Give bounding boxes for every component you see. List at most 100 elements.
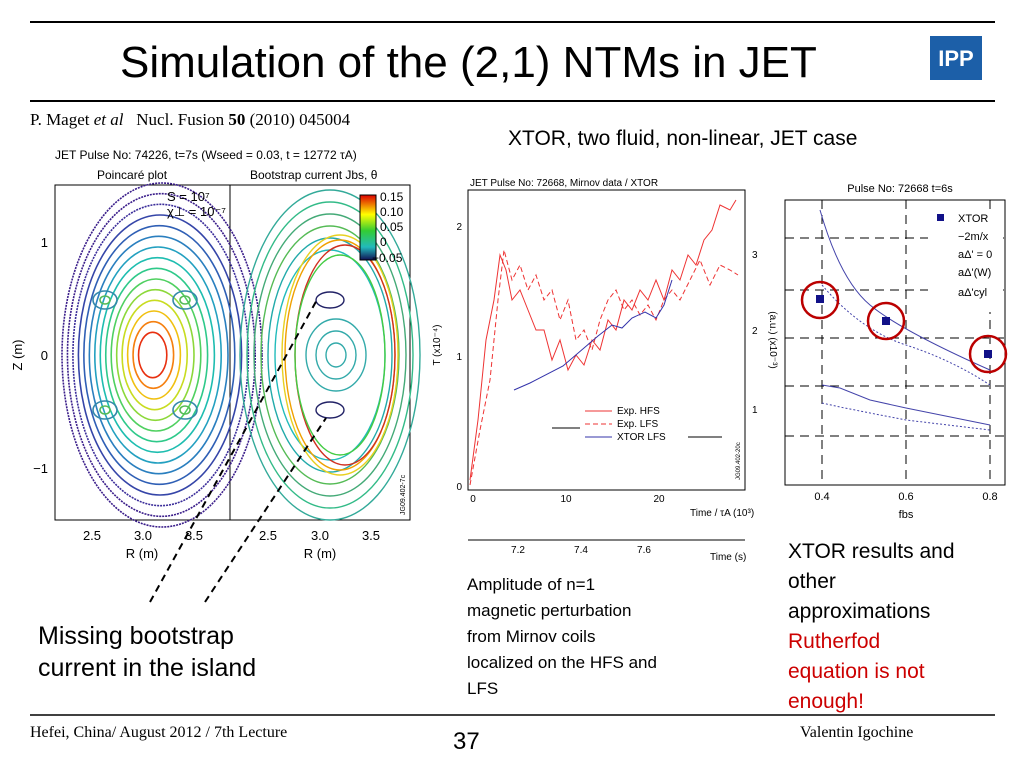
x-tick: 0	[470, 494, 476, 505]
caption-line: equation is not	[788, 660, 925, 683]
heading: XTOR, two fluid, non-linear, JET case	[508, 127, 858, 150]
bootstrap-contours	[239, 189, 421, 521]
poincare-contours	[61, 182, 263, 528]
curve	[821, 384, 991, 426]
contour	[239, 189, 421, 521]
caption-line: Rutherfod	[788, 630, 881, 653]
lfs-curve	[469, 249, 739, 486]
plot-frame	[784, 199, 1006, 486]
y-label: Z (m)	[10, 339, 25, 370]
contour	[260, 225, 400, 485]
x-tick: 2.5	[83, 528, 101, 543]
contour	[94, 246, 223, 464]
curve	[821, 284, 991, 386]
figure-header: JET Pulse No: 72668, Mirnov data / XTOR	[470, 178, 658, 189]
contour	[253, 213, 407, 497]
contour	[325, 342, 347, 368]
x-tick: 0.4	[814, 491, 829, 503]
contour	[92, 400, 118, 420]
journal-ref: (2010) 045004	[249, 110, 351, 129]
logo-text: IPP	[938, 46, 973, 71]
highlight	[968, 334, 1008, 374]
annotation: χ⊥ = 10⁻⁷	[167, 204, 226, 219]
panel-title: Poincaré plot	[97, 168, 168, 182]
x-tick: 2.5	[259, 528, 277, 543]
curve	[821, 402, 991, 431]
contour	[267, 237, 393, 473]
contour	[110, 278, 202, 432]
xtor-point	[984, 350, 992, 358]
x2-tick: 7.6	[637, 545, 651, 556]
highlight	[800, 280, 840, 320]
caption-line: LFS	[467, 679, 499, 698]
contour	[132, 320, 175, 390]
legend-box	[928, 212, 1003, 312]
contour	[99, 256, 216, 454]
citation: P. Maget et al Nucl. Fusion 50 (2010) 04…	[30, 110, 350, 130]
x2-tick: 7.4	[574, 545, 588, 556]
y-tick: 1	[456, 352, 462, 363]
legend-entry: Exp. HFS	[617, 406, 660, 417]
contour	[315, 401, 345, 419]
pointer	[204, 417, 327, 603]
legend-entry: XTOR	[958, 213, 988, 225]
contour	[315, 330, 357, 380]
legend-entry: aΔ'cyl	[958, 287, 987, 299]
y2-tick: 2	[752, 326, 758, 337]
caption-island: Missing bootstrap current in the island	[38, 620, 256, 684]
x-tick: 3.5	[362, 528, 380, 543]
contour	[246, 201, 414, 509]
contour	[305, 318, 367, 392]
middle-figure: JET Pulse No: 72668, Mirnov data / XTOR …	[432, 178, 758, 563]
caption-line: other	[788, 570, 836, 593]
caption-line: approximations	[788, 600, 931, 623]
caption-line: current in the island	[38, 654, 257, 682]
y-tick: 0	[456, 482, 462, 493]
x-tick: 3.5	[185, 528, 203, 543]
caption-line: Amplitude of n=1	[467, 575, 596, 594]
contour	[294, 254, 386, 456]
y-tick: 1	[41, 235, 48, 250]
contour	[99, 295, 111, 305]
y-tick: 0	[41, 348, 48, 363]
contour	[77, 214, 243, 496]
contour	[104, 267, 209, 443]
xtor-point	[816, 295, 824, 303]
xtor-point	[882, 317, 890, 325]
x2-tick: 7.2	[511, 545, 525, 556]
panel-title: Bootstrap current Jbs, θ	[250, 168, 378, 182]
contour	[83, 224, 236, 486]
left-figure: 0.15 0.10 0.05 0 −0.05 S = 10⁷ χ⊥ = 10⁻⁷…	[10, 182, 421, 603]
panel-frame	[229, 184, 411, 521]
figure-header: JET Pulse No: 74226, t=7s (Wseed = 0.03,…	[55, 148, 357, 162]
contour	[92, 290, 118, 310]
caption-line: enough!	[788, 690, 864, 713]
contour	[99, 405, 111, 415]
contour	[179, 405, 191, 415]
x-tick: 20	[653, 494, 665, 505]
x-tick: 0.8	[982, 491, 997, 503]
caption-mirnov: Amplitude of n=1 magnetic perturbation f…	[467, 572, 657, 702]
page-number: 37	[453, 728, 480, 755]
footer-left: Hefei, China/ August 2012 / 7th Lecture	[30, 724, 288, 741]
contour	[281, 234, 399, 476]
hfs-curve	[469, 199, 737, 481]
highlight	[866, 301, 906, 341]
y-label: T (x10⁻⁴)	[432, 324, 443, 365]
footer-right: Valentin Igochine	[800, 724, 914, 741]
caption-line: XTOR results and	[788, 540, 955, 563]
figure-header: Pulse No: 72668 t=6s	[847, 183, 953, 195]
x-tick: 10	[560, 494, 572, 505]
caption-xtor: XTOR results and other approximations Ru…	[788, 537, 955, 717]
caption-line: from Mirnov coils	[467, 627, 596, 646]
x-label: R (m)	[126, 546, 159, 561]
plot-frame	[467, 189, 746, 491]
contour	[179, 295, 191, 305]
slide-title: Simulation of the (2,1) NTMs in JET	[120, 38, 817, 87]
contour	[66, 192, 256, 518]
colorbar-label: −0.05	[372, 251, 403, 265]
authors: P. Maget	[30, 110, 90, 129]
volume: 50	[228, 110, 246, 129]
right-figure: Pulse No: 72668 t=6s XTOR −2m/x aΔ' = 0 …	[767, 183, 1008, 521]
